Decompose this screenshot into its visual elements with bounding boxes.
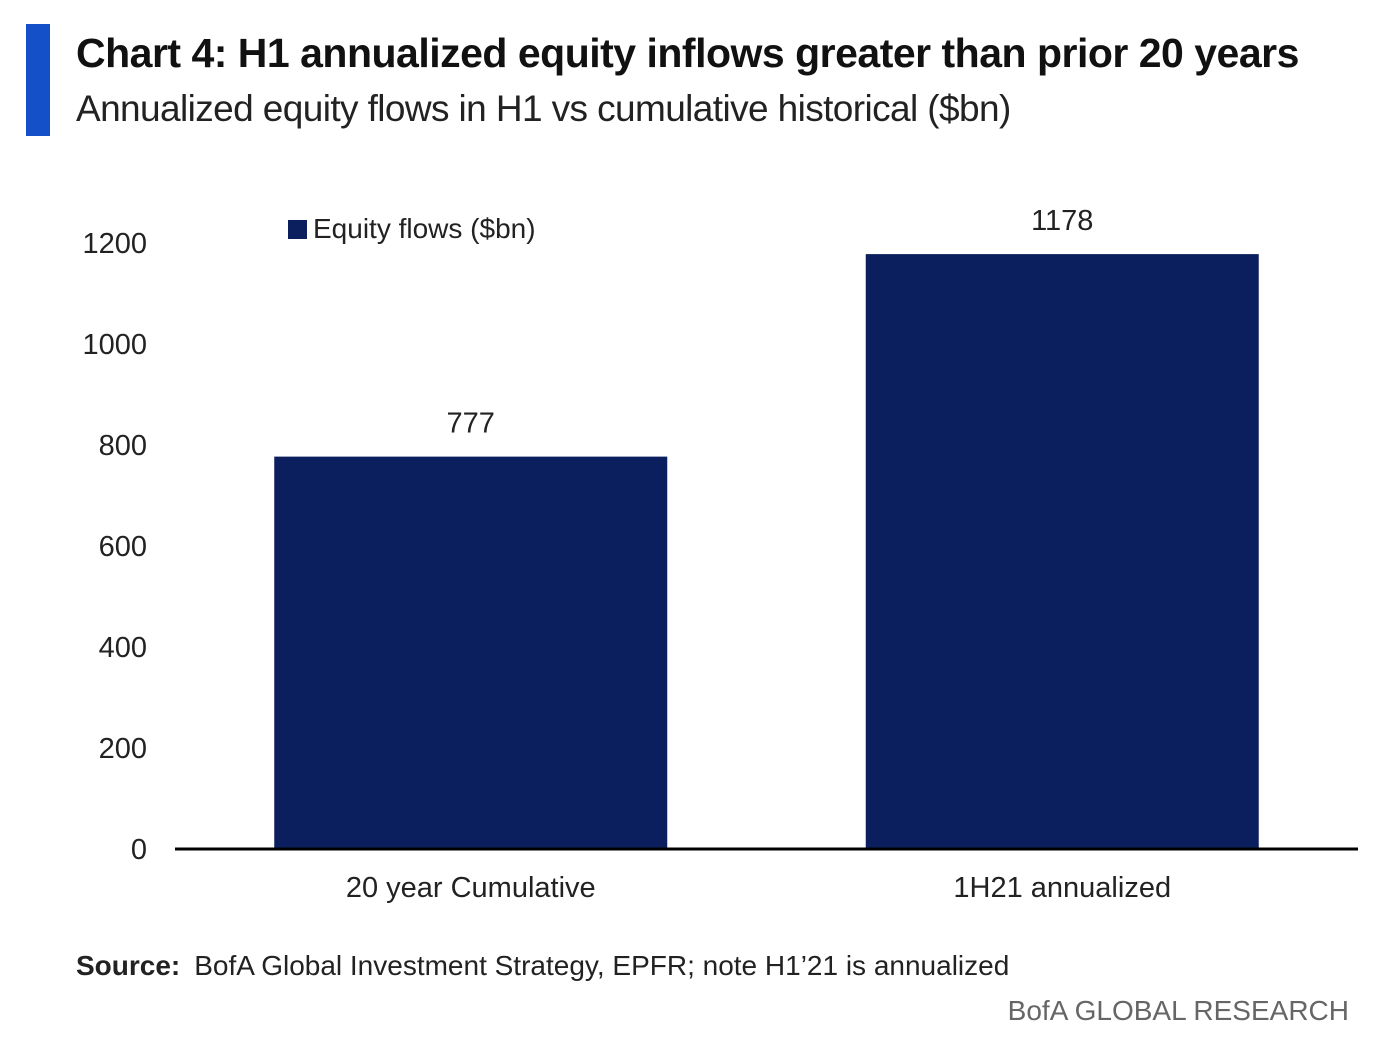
accent-bar: [26, 24, 50, 136]
y-tick-label: 1000: [82, 329, 147, 361]
source-text: BofA Global Investment Strategy, EPFR; n…: [194, 950, 1010, 981]
y-axis-ticks: 0 200 400 600 800 1000 1200: [82, 228, 147, 866]
legend: Equity flows ($bn): [288, 213, 536, 245]
y-tick-label: 400: [99, 632, 147, 664]
bar: [274, 456, 668, 849]
bar-value-label: 777: [447, 408, 495, 440]
x-axis-labels: 20 year Cumulative 1H21 annualized: [346, 872, 1171, 904]
source-note: Source: BofA Global Investment Strategy, …: [76, 950, 1009, 982]
y-tick-label: 600: [99, 531, 147, 563]
y-tick-label: 1200: [82, 228, 147, 260]
y-tick-label: 0: [131, 834, 147, 866]
chart-subtitle: Annualized equity flows in H1 vs cumulat…: [76, 88, 1011, 129]
bar: [865, 254, 1259, 850]
legend-label: Equity flows ($bn): [313, 213, 536, 244]
x-category-label: 20 year Cumulative: [346, 872, 596, 904]
brand-label: BofA GLOBAL RESEARCH: [1007, 995, 1349, 1026]
chart-title: Chart 4: H1 annualized equity inflows gr…: [76, 30, 1299, 76]
y-tick-label: 200: [99, 733, 147, 765]
legend-swatch: [288, 219, 307, 239]
source-label: Source:: [76, 950, 181, 981]
y-tick-label: 800: [99, 430, 147, 462]
x-category-label: 1H21 annualized: [953, 872, 1171, 904]
data-labels: 777 1178: [447, 205, 1094, 440]
bars: [274, 254, 1259, 850]
bar-value-label: 1178: [1031, 205, 1093, 237]
